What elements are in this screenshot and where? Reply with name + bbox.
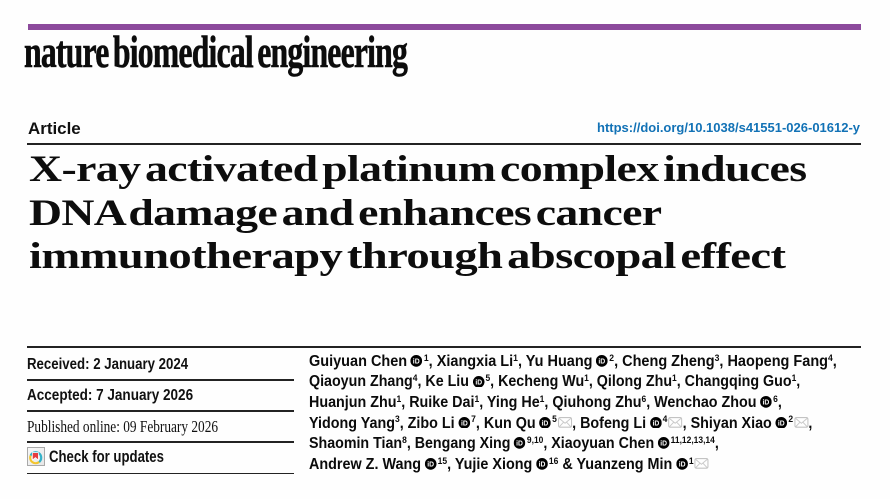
- svg-text:iD: iD: [778, 418, 785, 427]
- svg-text:iD: iD: [460, 418, 467, 427]
- svg-text:iD: iD: [475, 377, 482, 387]
- svg-text:iD: iD: [541, 418, 548, 427]
- svg-text:iD: iD: [652, 418, 659, 427]
- svg-text:iD: iD: [538, 459, 545, 468]
- svg-text:iD: iD: [516, 440, 523, 448]
- svg-text:iD: iD: [678, 459, 685, 468]
- svg-text:iD: iD: [413, 356, 420, 365]
- svg-text:iD: iD: [762, 397, 769, 406]
- svg-text:iD: iD: [598, 356, 605, 365]
- svg-text:iD: iD: [660, 440, 667, 448]
- svg-text:iD: iD: [427, 459, 434, 468]
